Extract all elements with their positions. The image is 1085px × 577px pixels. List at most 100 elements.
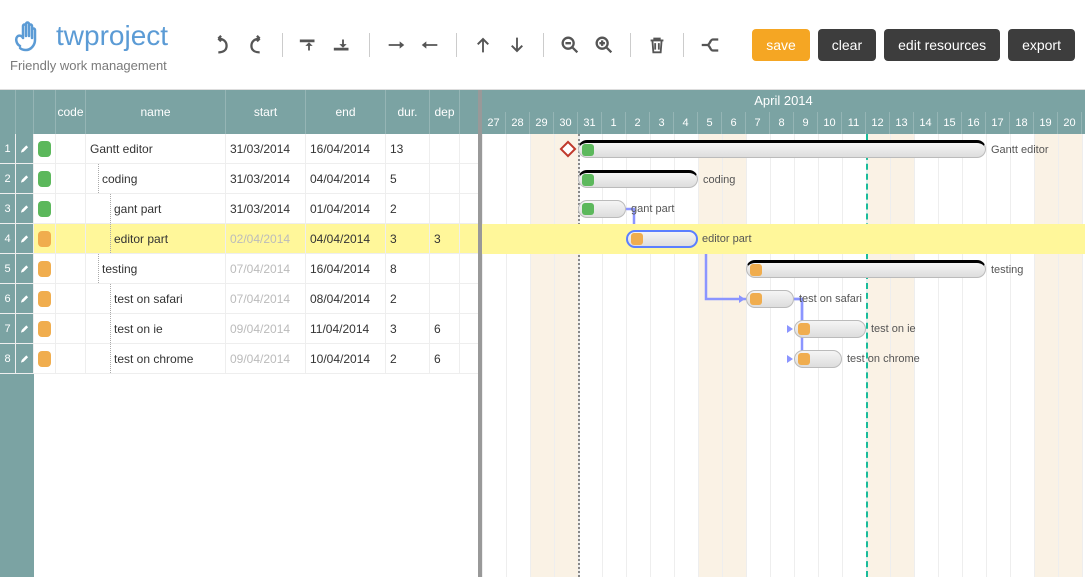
col-end[interactable]: end (306, 90, 386, 134)
status-cell[interactable] (34, 344, 56, 373)
start-cell[interactable]: 07/04/2014 (226, 284, 306, 313)
dep-cell[interactable] (430, 164, 460, 193)
zoom-out-button[interactable] (556, 31, 584, 59)
table-row[interactable]: 4 editor part 02/04/2014 04/04/2014 3 3 (0, 224, 478, 254)
dur-cell[interactable]: 3 (386, 224, 430, 253)
dur-cell[interactable]: 2 (386, 284, 430, 313)
redo-button[interactable] (242, 31, 270, 59)
dep-cell[interactable] (430, 284, 460, 313)
insert-above-button[interactable] (295, 31, 323, 59)
gantt-bar[interactable]: test on safari (746, 290, 794, 308)
gantt-bar[interactable]: test on chrome (794, 350, 842, 368)
table-row[interactable]: 1 Gantt editor 31/03/2014 16/04/2014 13 (0, 134, 478, 164)
dep-cell[interactable] (430, 194, 460, 223)
start-cell[interactable]: 31/03/2014 (226, 164, 306, 193)
dur-cell[interactable]: 2 (386, 194, 430, 223)
name-cell[interactable]: Gantt editor (86, 134, 226, 163)
table-row[interactable]: 3 gant part 31/03/2014 01/04/2014 2 (0, 194, 478, 224)
name-cell[interactable]: gant part (86, 194, 226, 223)
status-cell[interactable] (34, 224, 56, 253)
gantt-bar[interactable]: test on ie (794, 320, 866, 338)
code-cell[interactable] (56, 284, 86, 313)
end-cell[interactable]: 10/04/2014 (306, 344, 386, 373)
table-row[interactable]: 8 test on chrome 09/04/2014 10/04/2014 2… (0, 344, 478, 374)
brand-logo[interactable]: twproject (10, 16, 168, 56)
table-row[interactable]: 2 coding 31/03/2014 04/04/2014 5 (0, 164, 478, 194)
col-code[interactable]: code (56, 90, 86, 134)
clear-button[interactable]: clear (818, 29, 876, 61)
critical-path-button[interactable] (696, 31, 724, 59)
edit-row-button[interactable] (16, 284, 34, 313)
edit-resources-button[interactable]: edit resources (884, 29, 1000, 61)
code-cell[interactable] (56, 254, 86, 283)
col-dep[interactable]: dep (430, 90, 460, 134)
start-cell[interactable]: 31/03/2014 (226, 134, 306, 163)
name-cell[interactable]: testing (86, 254, 226, 283)
status-cell[interactable] (34, 254, 56, 283)
export-button[interactable]: export (1008, 29, 1075, 61)
end-cell[interactable]: 01/04/2014 (306, 194, 386, 223)
end-cell[interactable]: 04/04/2014 (306, 224, 386, 253)
code-cell[interactable] (56, 224, 86, 253)
dep-cell[interactable]: 6 (430, 344, 460, 373)
end-cell[interactable]: 16/04/2014 (306, 134, 386, 163)
edit-row-button[interactable] (16, 164, 34, 193)
status-cell[interactable] (34, 284, 56, 313)
status-cell[interactable] (34, 314, 56, 343)
dur-cell[interactable]: 3 (386, 314, 430, 343)
gantt-bar[interactable]: Gantt editor (578, 140, 986, 158)
gantt-bar[interactable]: editor part (626, 230, 698, 248)
move-down-button[interactable] (503, 31, 531, 59)
name-cell[interactable]: test on safari (86, 284, 226, 313)
name-cell[interactable]: test on chrome (86, 344, 226, 373)
edit-row-button[interactable] (16, 254, 34, 283)
gantt-bar[interactable]: gant part (578, 200, 626, 218)
end-cell[interactable]: 08/04/2014 (306, 284, 386, 313)
code-cell[interactable] (56, 134, 86, 163)
col-name[interactable]: name (86, 90, 226, 134)
status-cell[interactable] (34, 134, 56, 163)
table-row[interactable]: 5 testing 07/04/2014 16/04/2014 8 (0, 254, 478, 284)
status-cell[interactable] (34, 194, 56, 223)
name-cell[interactable]: editor part (86, 224, 226, 253)
code-cell[interactable] (56, 314, 86, 343)
name-cell[interactable]: test on ie (86, 314, 226, 343)
col-start[interactable]: start (226, 90, 306, 134)
delete-button[interactable] (643, 31, 671, 59)
name-cell[interactable]: coding (86, 164, 226, 193)
gantt-bar[interactable]: coding (578, 170, 698, 188)
move-up-button[interactable] (469, 31, 497, 59)
edit-row-button[interactable] (16, 224, 34, 253)
dep-cell[interactable]: 3 (430, 224, 460, 253)
end-cell[interactable]: 16/04/2014 (306, 254, 386, 283)
insert-below-button[interactable] (329, 31, 357, 59)
gantt-body[interactable]: Gantt editor coding gant parteditor part te… (482, 134, 1085, 577)
start-cell[interactable]: 31/03/2014 (226, 194, 306, 223)
save-button[interactable]: save (752, 29, 810, 61)
dur-cell[interactable]: 13 (386, 134, 430, 163)
code-cell[interactable] (56, 164, 86, 193)
start-cell[interactable]: 09/04/2014 (226, 344, 306, 373)
dur-cell[interactable]: 5 (386, 164, 430, 193)
dur-cell[interactable]: 8 (386, 254, 430, 283)
edit-row-button[interactable] (16, 194, 34, 223)
dep-cell[interactable] (430, 254, 460, 283)
edit-row-button[interactable] (16, 134, 34, 163)
end-cell[interactable]: 11/04/2014 (306, 314, 386, 343)
undo-button[interactable] (208, 31, 236, 59)
code-cell[interactable] (56, 344, 86, 373)
code-cell[interactable] (56, 194, 86, 223)
edit-row-button[interactable] (16, 344, 34, 373)
edit-row-button[interactable] (16, 314, 34, 343)
start-cell[interactable]: 02/04/2014 (226, 224, 306, 253)
indent-button[interactable] (382, 31, 410, 59)
dep-cell[interactable]: 6 (430, 314, 460, 343)
table-row[interactable]: 6 test on safari 07/04/2014 08/04/2014 2 (0, 284, 478, 314)
start-cell[interactable]: 09/04/2014 (226, 314, 306, 343)
table-row[interactable]: 7 test on ie 09/04/2014 11/04/2014 3 6 (0, 314, 478, 344)
end-cell[interactable]: 04/04/2014 (306, 164, 386, 193)
start-cell[interactable]: 07/04/2014 (226, 254, 306, 283)
zoom-in-button[interactable] (590, 31, 618, 59)
status-cell[interactable] (34, 164, 56, 193)
dur-cell[interactable]: 2 (386, 344, 430, 373)
